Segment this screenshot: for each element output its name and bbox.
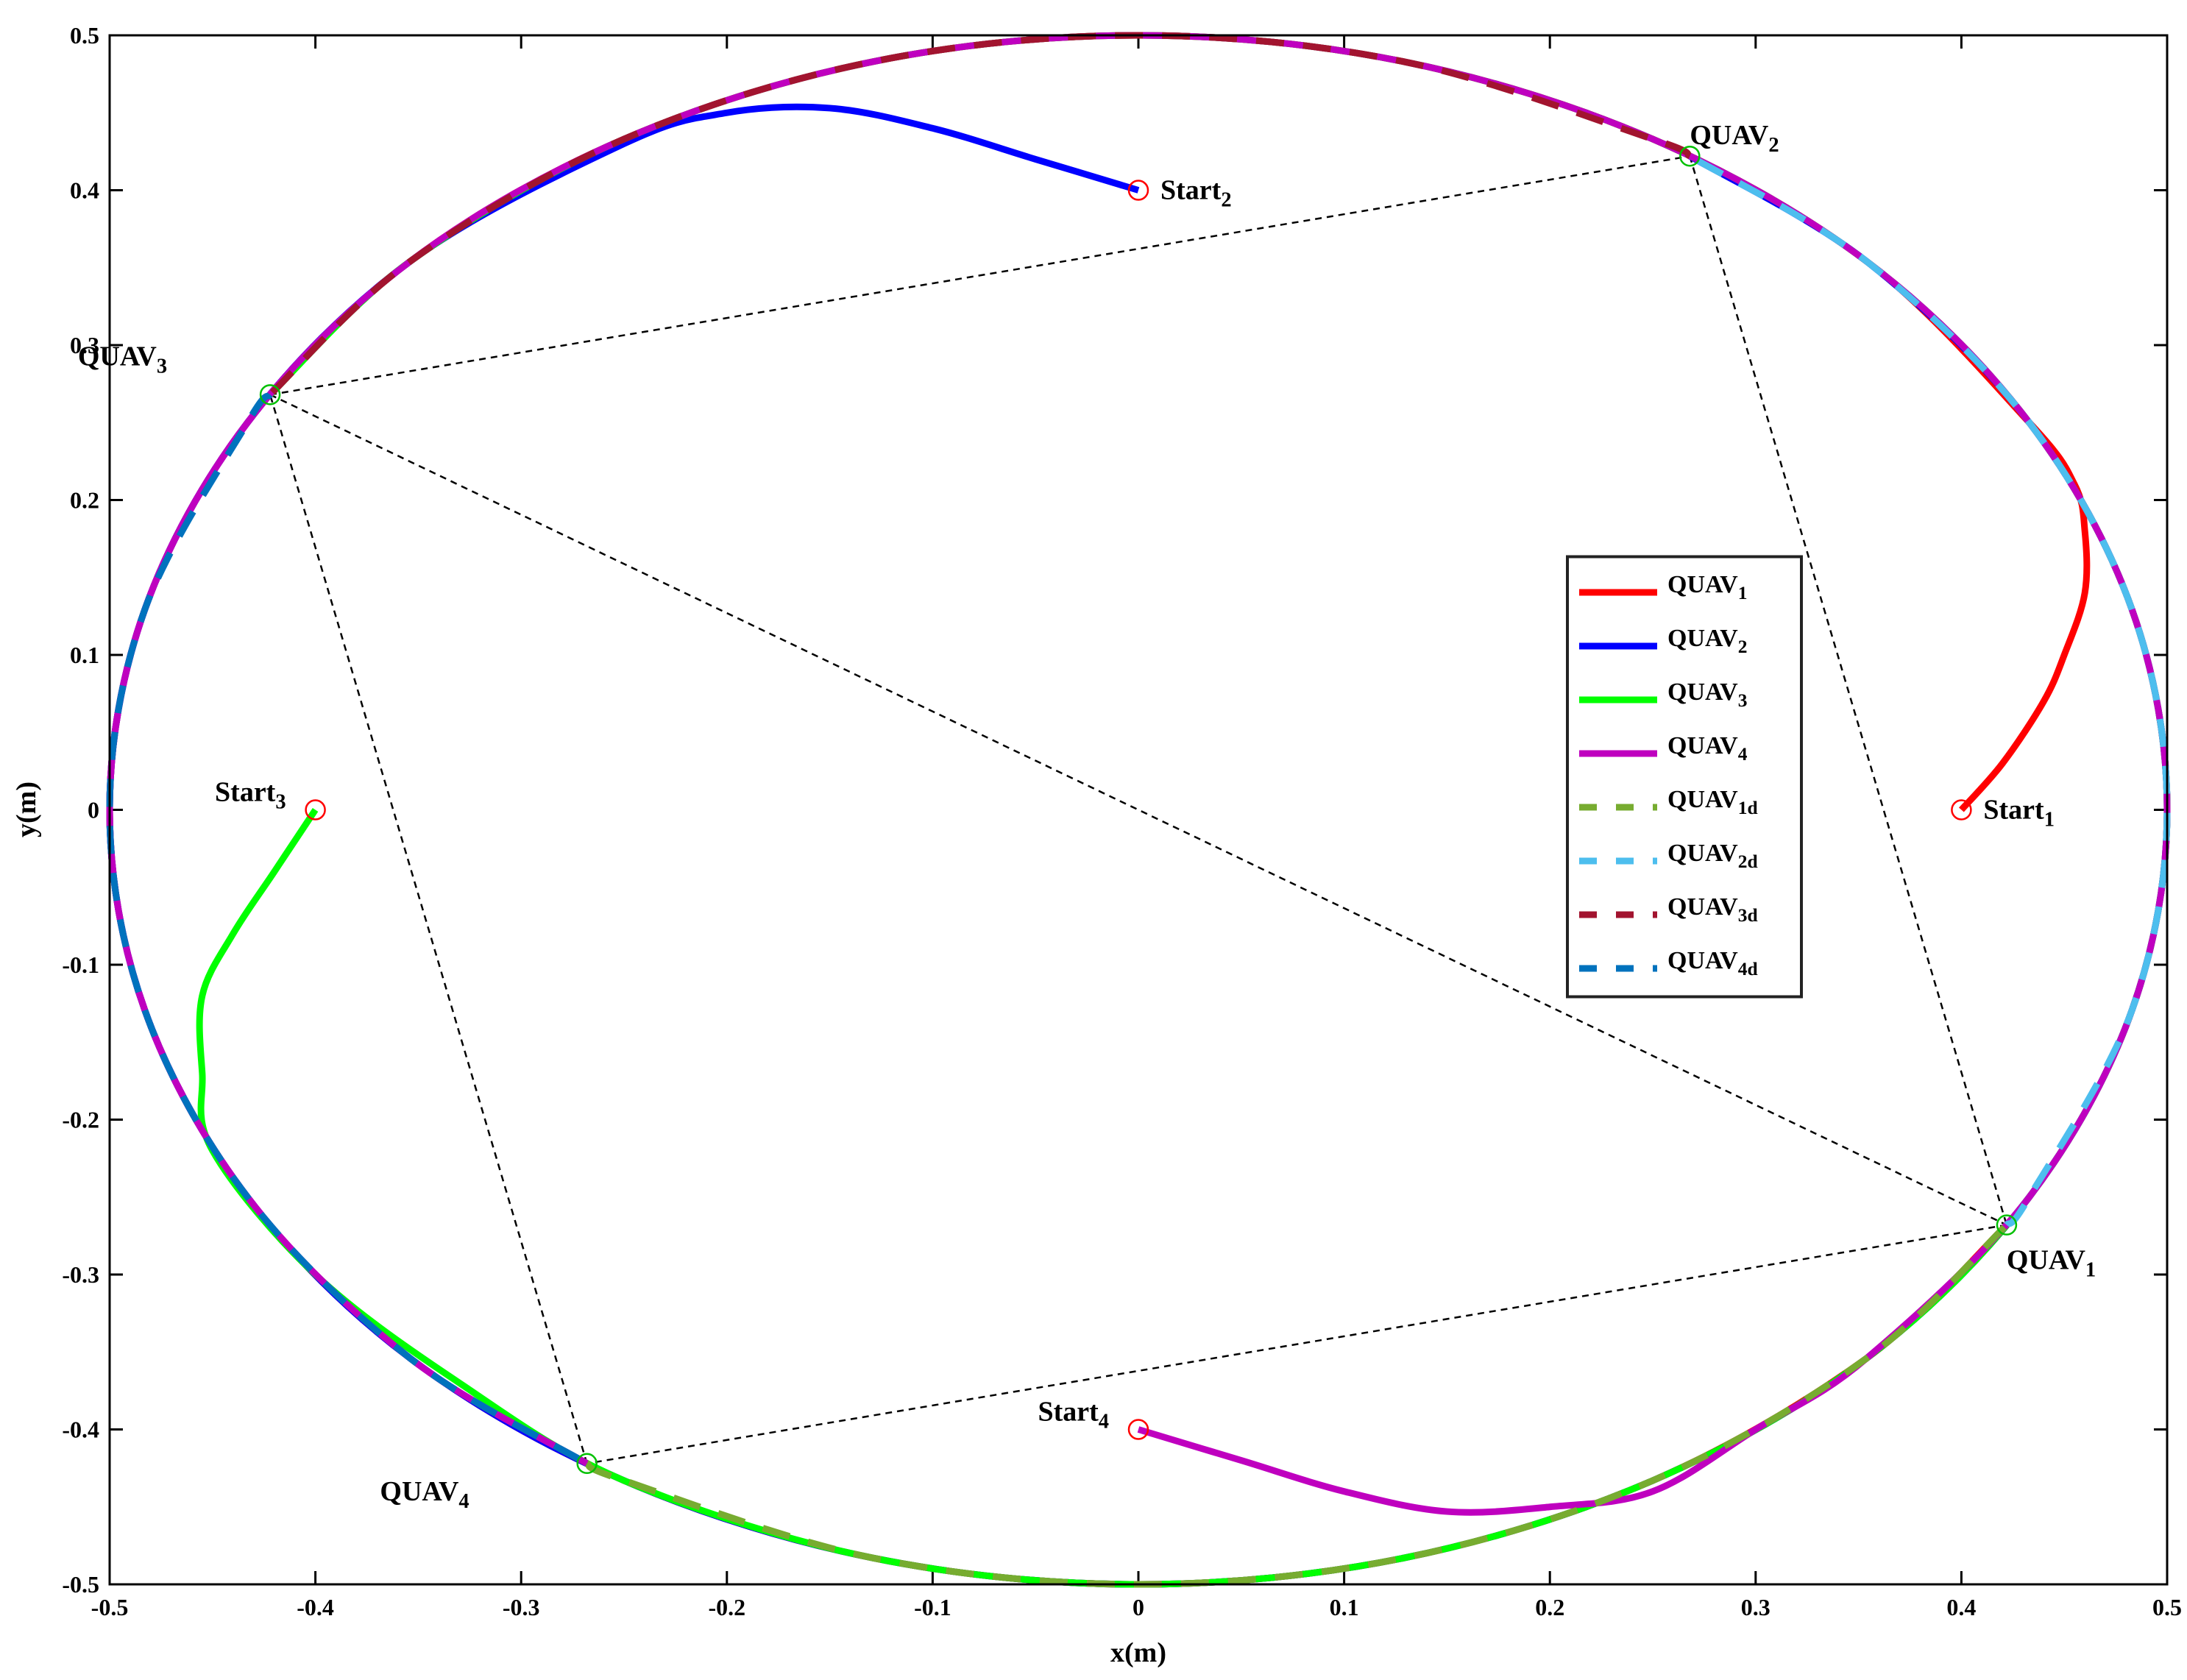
desired-trajectory <box>267 32 1692 397</box>
axes-box <box>108 34 2169 1586</box>
y-tick-label: 0.2 <box>70 487 99 514</box>
legend-label: QUAV4 <box>1667 732 1748 765</box>
formation-line <box>269 394 2007 1226</box>
desired-trajectory <box>585 1222 2010 1588</box>
x-tick-label: 0.4 <box>1946 1594 1976 1620</box>
quav-label: QUAV4 <box>380 1476 469 1513</box>
y-tick-label: -0.3 <box>62 1261 99 1288</box>
final-marker <box>1996 1214 2018 1236</box>
x-tick-label: -0.3 <box>503 1594 540 1620</box>
legend-box <box>1566 555 1803 999</box>
formation-line <box>269 155 1690 396</box>
start-label: Start1 <box>1983 795 2055 832</box>
legend-label: QUAV1d <box>1667 786 1758 818</box>
y-tick-label: -0.5 <box>62 1571 99 1598</box>
formation-line <box>1689 155 2008 1225</box>
y-tick-label: 0.1 <box>70 642 99 668</box>
y-tick-label: 0.3 <box>70 332 99 358</box>
x-axis-label: x(m) <box>1110 1637 1166 1668</box>
x-tick-label: 0.3 <box>1741 1594 1770 1620</box>
quav-label: QUAV3 <box>78 341 167 378</box>
y-tick-label: 0 <box>88 797 99 823</box>
legend-label: QUAV1 <box>1667 571 1747 603</box>
quav-label: QUAV1 <box>2007 1245 2096 1282</box>
x-tick-label: 0 <box>1133 1594 1144 1620</box>
legend-label: QUAV2 <box>1667 625 1747 657</box>
quav-label: QUAV2 <box>1690 120 1779 157</box>
start-label: Start4 <box>1038 1397 1109 1433</box>
start-label: Start2 <box>1160 175 1232 212</box>
y-axis-label: y(m) <box>11 781 42 837</box>
final-marker <box>259 384 281 405</box>
legend-label: QUAV3 <box>1667 678 1747 711</box>
start-label: Start3 <box>215 777 286 814</box>
start-marker <box>1951 799 1972 820</box>
legend-label: QUAV2d <box>1667 840 1758 872</box>
legend-label: QUAV4d <box>1667 947 1758 979</box>
x-tick-label: -0.1 <box>914 1594 951 1620</box>
y-tick-label: 0.5 <box>70 22 99 49</box>
final-marker <box>576 1453 598 1475</box>
x-tick-label: 0.2 <box>1535 1594 1564 1620</box>
x-tick-label: -0.4 <box>297 1594 334 1620</box>
desired-trajectory <box>106 392 589 1467</box>
start-marker <box>305 799 326 820</box>
start-marker <box>1127 180 1149 201</box>
y-tick-label: 0.4 <box>70 177 99 204</box>
final-marker <box>1679 145 1701 167</box>
x-tick-label: -0.5 <box>91 1594 129 1620</box>
legend-label: QUAV3d <box>1667 893 1758 926</box>
desired-trajectory <box>1688 153 2171 1227</box>
y-tick-label: -0.4 <box>62 1417 99 1443</box>
start-marker <box>1127 1419 1149 1440</box>
y-tick-label: -0.1 <box>62 951 99 978</box>
formation-line <box>269 394 588 1464</box>
formation-line <box>586 1224 2007 1465</box>
x-tick-label: -0.2 <box>708 1594 745 1620</box>
x-tick-label: 0.5 <box>2152 1594 2182 1620</box>
y-tick-label: -0.2 <box>62 1107 99 1133</box>
x-tick-label: 0.1 <box>1330 1594 1359 1620</box>
